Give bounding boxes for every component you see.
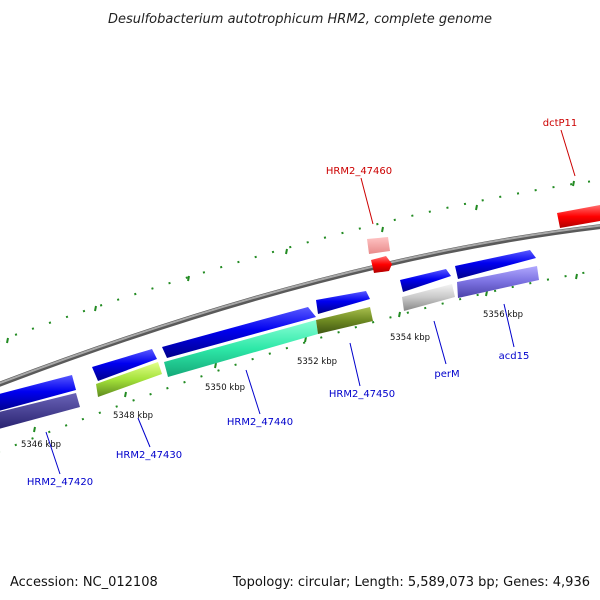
cds-forward-track [0, 250, 536, 412]
tick-row-upper [0, 179, 600, 342]
tick-label: 5350 kbp [205, 383, 245, 393]
block-hrm2-47430[interactable] [96, 362, 162, 397]
tick-label: 5356 kbp [483, 310, 523, 320]
block-hrm2-47450[interactable] [316, 307, 373, 334]
gene-labels: HRM2_47420 HRM2_47430 HRM2_47440 HRM2_47… [27, 118, 577, 488]
genome-backbone [0, 224, 600, 387]
accession-text: Accession: NC_012108 [10, 575, 158, 590]
map-title: Desulfobacterium autotrophicum HRM2, com… [108, 12, 492, 27]
cds-dctp11[interactable] [557, 205, 600, 228]
block-hrm2-47440[interactable] [164, 320, 318, 377]
block-hrm2-47420[interactable] [0, 393, 80, 430]
cds-reverse-track [367, 205, 600, 273]
tick-label: 5354 kbp [390, 333, 430, 343]
cds-hrm2-47450[interactable] [316, 291, 370, 314]
gene-label-hrm2-47460[interactable]: HRM2_47460 [326, 166, 392, 177]
tick-label: 5348 kbp [113, 411, 153, 421]
genome-summary-text: Topology: circular; Length: 5,589,073 bp… [232, 575, 590, 590]
tick-label: 5346 kbp [21, 440, 61, 450]
gene-label-acd15[interactable]: acd15 [499, 351, 530, 362]
cds-perm[interactable] [400, 269, 451, 292]
cds-hrm2-47420[interactable] [0, 375, 76, 412]
gene-label-hrm2-47450[interactable]: HRM2_47450 [329, 389, 395, 400]
cds-hrm2-47460[interactable] [371, 256, 392, 273]
feature-blocks [0, 266, 539, 430]
label-callouts [45, 129, 576, 475]
cds-hrm2-47430[interactable] [92, 349, 157, 381]
tick-label: 5352 kbp [297, 357, 337, 367]
major-ticks [6, 180, 578, 433]
gene-label-perm[interactable]: perM [434, 369, 459, 380]
block-acd15[interactable] [457, 266, 539, 298]
cds-hrm2-47460-block[interactable] [367, 237, 390, 254]
gene-label-hrm2-47430[interactable]: HRM2_47430 [116, 450, 182, 461]
cds-hrm2-47440[interactable] [162, 307, 316, 358]
cds-acd15[interactable] [455, 250, 536, 279]
gene-label-dctp11[interactable]: dctP11 [543, 118, 578, 129]
block-perm[interactable] [402, 284, 455, 311]
gene-label-hrm2-47420[interactable]: HRM2_47420 [27, 477, 93, 488]
kbp-scale: 5346 kbp 5348 kbp 5350 kbp 5352 kbp 5354… [21, 310, 523, 450]
gene-label-hrm2-47440[interactable]: HRM2_47440 [227, 417, 293, 428]
